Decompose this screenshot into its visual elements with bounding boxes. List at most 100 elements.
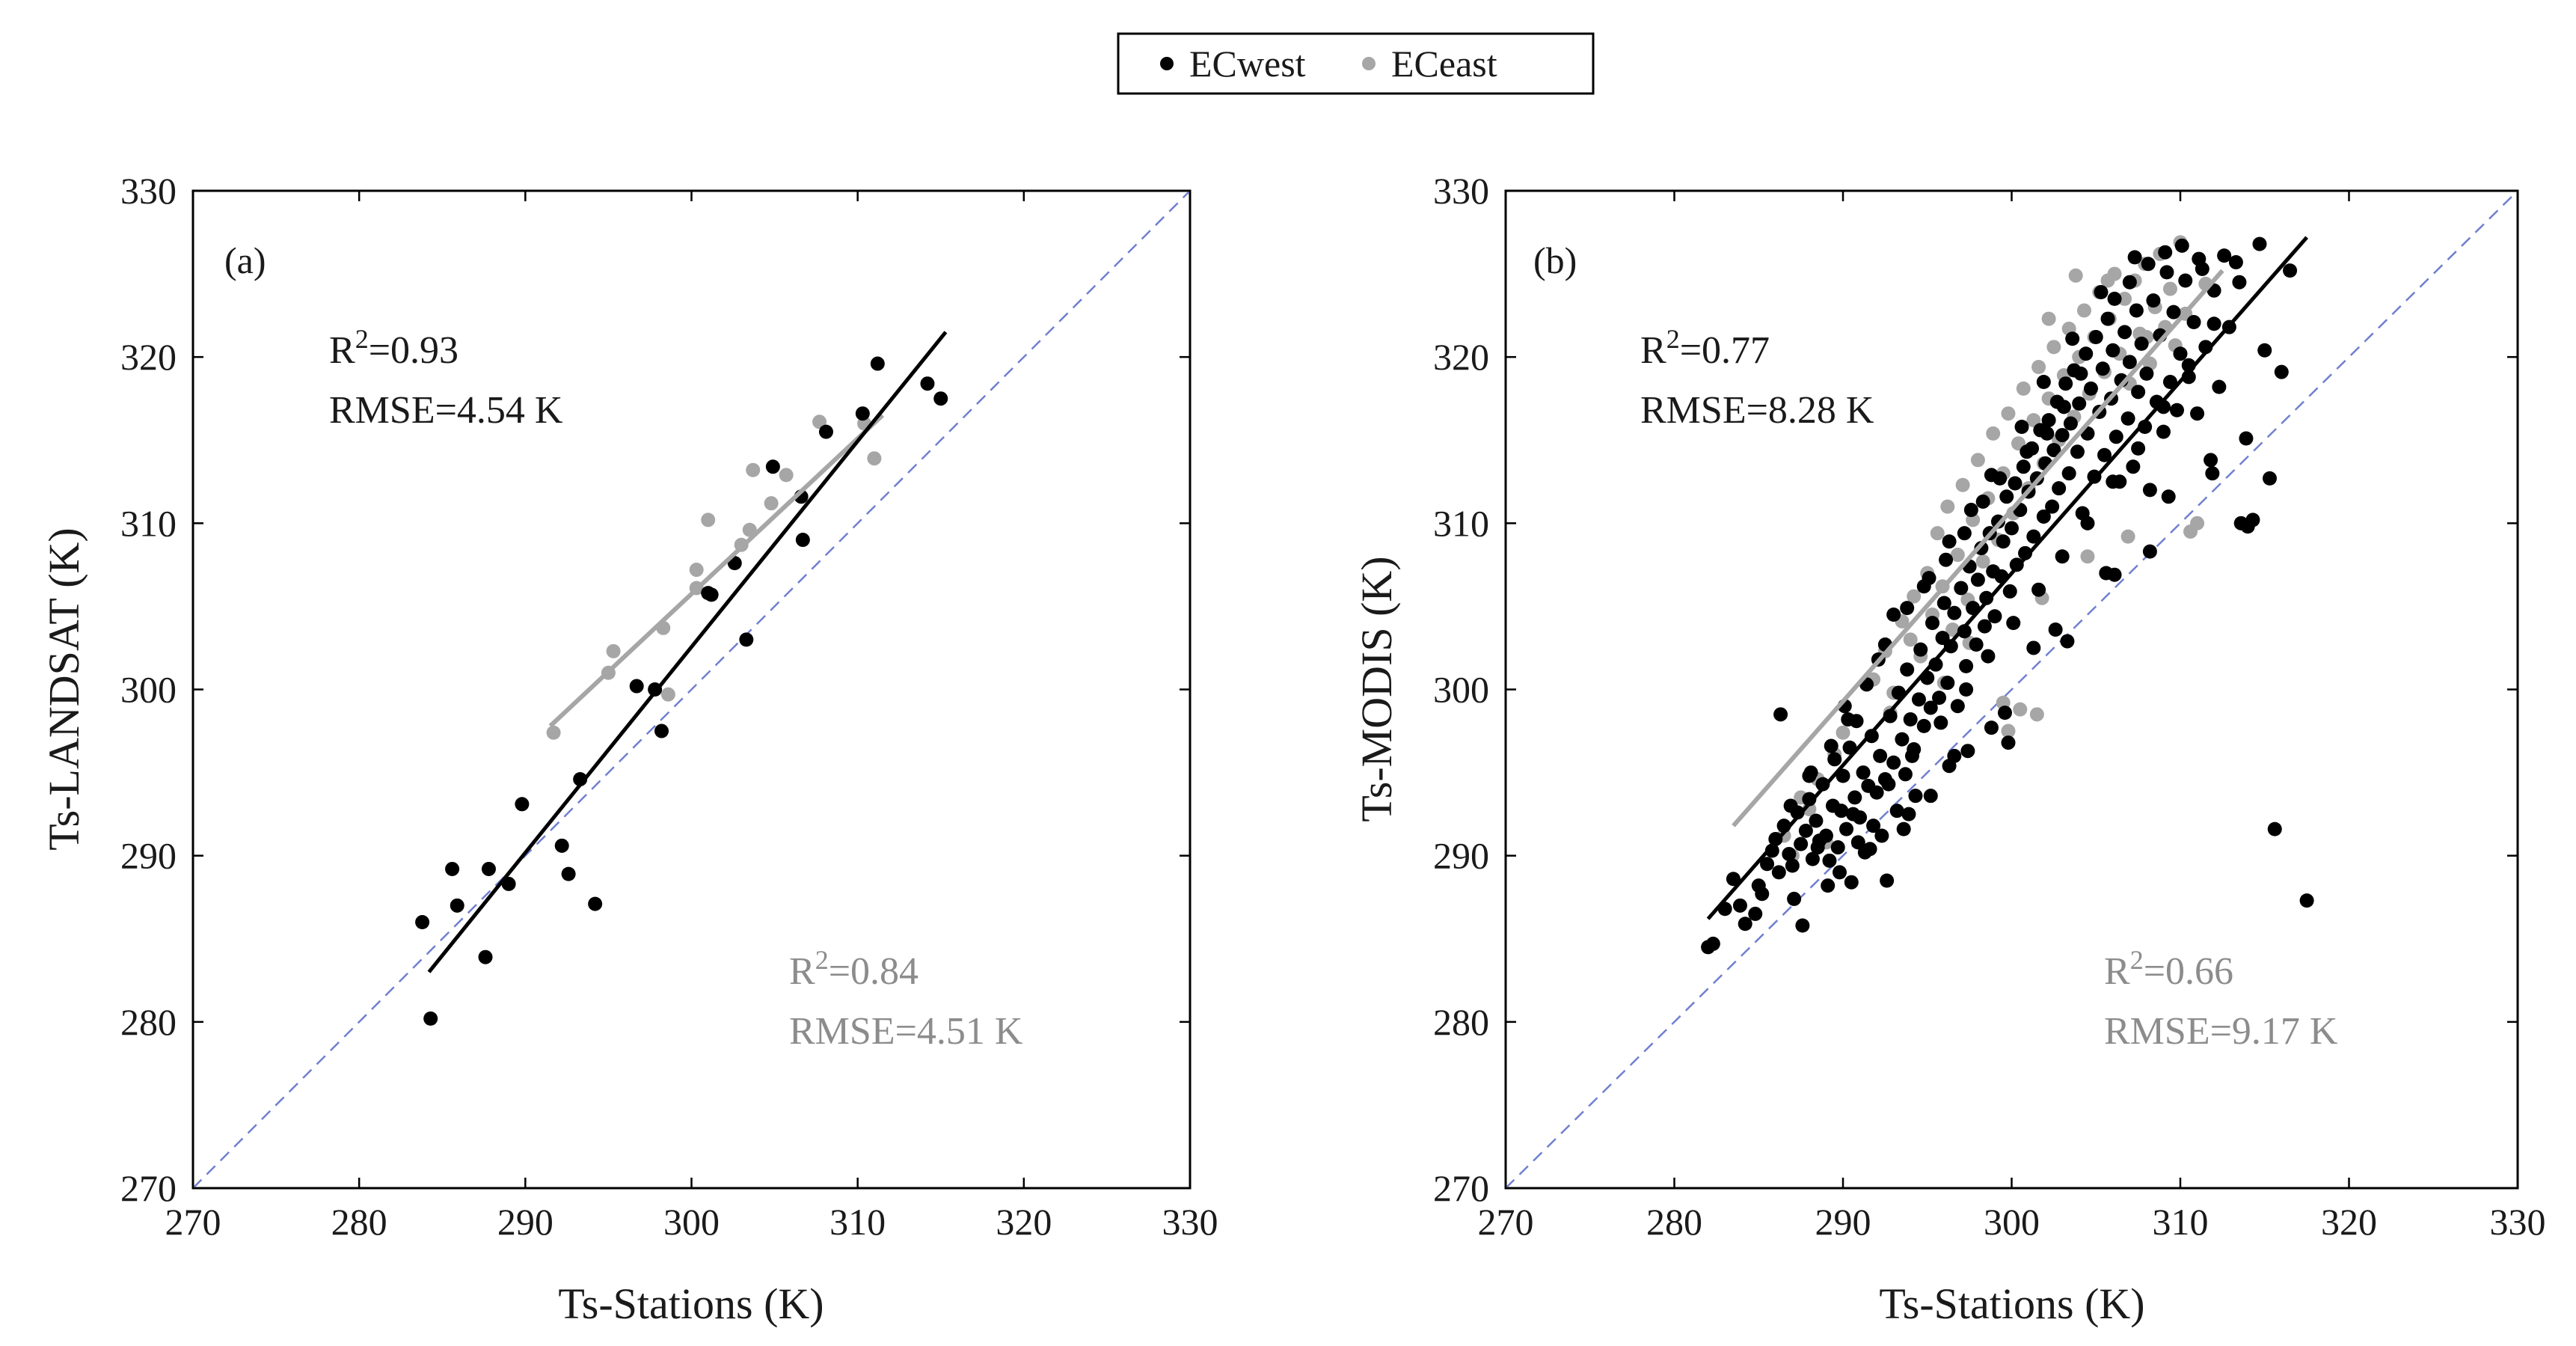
ECeast-point	[2031, 359, 2046, 374]
legend-marker-eceast	[1362, 57, 1376, 70]
ECwest-point	[1923, 700, 1938, 715]
ECwest-point	[2129, 303, 2144, 318]
ECwest-point	[920, 376, 935, 391]
y-tick-label: 270	[120, 1167, 177, 1209]
ECwest-point	[1783, 798, 1798, 813]
ECwest-point	[445, 861, 460, 876]
panel-label: (a)	[224, 239, 266, 281]
ECwest-point	[1911, 692, 1926, 707]
ECwest-point	[1925, 616, 1940, 631]
ECeast-point	[2190, 516, 2205, 530]
ECwest-point	[2166, 305, 2181, 319]
ECwest-point	[2107, 291, 2122, 306]
ECwest-points	[415, 356, 948, 1026]
ECwest-point	[2158, 245, 2173, 260]
ECwest-point	[1841, 712, 1856, 726]
ECwest-point	[1898, 767, 1913, 782]
ECwest-point	[2267, 822, 2282, 836]
ECwest-point	[1957, 526, 1972, 541]
y-tick-label: 280	[120, 1001, 177, 1043]
ECwest-point	[1900, 662, 1915, 677]
ECwest-point	[1940, 676, 1955, 691]
x-tick-label: 290	[497, 1201, 553, 1243]
ECwest-point	[2099, 566, 2114, 581]
ECwest-point	[2106, 343, 2120, 358]
ECwest-point	[2217, 248, 2232, 263]
ECwest-point	[2070, 444, 2085, 459]
ECeast-point	[2076, 303, 2091, 318]
ECwest-point	[2126, 459, 2141, 474]
ECwest-point	[2031, 582, 2046, 597]
ECwest-point	[1771, 865, 1786, 880]
ECwest-point	[1963, 503, 1978, 518]
ECeast-point	[746, 462, 761, 477]
ECwest-point	[1960, 744, 1975, 759]
x-tick-label: 270	[1478, 1201, 1534, 1243]
ECwest-point	[423, 1011, 438, 1026]
ECeast-point	[2041, 311, 2056, 326]
x-tick-label: 270	[165, 1201, 221, 1243]
ECwest-point	[1798, 823, 1813, 838]
ECwest-point	[818, 424, 833, 439]
tick-marks	[1504, 189, 2519, 1190]
y-tick-label: 300	[120, 669, 177, 711]
rmse-text: RMSE=4.54 K	[329, 389, 563, 432]
legend-label-eceast: ECeast	[1391, 43, 1497, 85]
ECwest-point	[1846, 807, 1861, 822]
ECeast-point	[701, 513, 716, 527]
ECwest-point	[2060, 634, 2075, 649]
y-tick-label: 280	[1433, 1001, 1489, 1043]
r2-text: R2=0.77	[1640, 324, 1770, 372]
rmse-text: RMSE=8.28 K	[1640, 389, 1874, 432]
r2-text: R2=0.93	[329, 324, 459, 372]
ECwest-point	[1864, 729, 1879, 744]
ECwest-point	[2122, 275, 2137, 290]
y-tick-label: 290	[120, 835, 177, 877]
ECwest-point	[1947, 605, 1962, 620]
ECeast-point	[2046, 340, 2061, 355]
ECwest-point	[1844, 875, 1859, 890]
x-axis-label: Ts-Stations (K)	[558, 1279, 824, 1328]
r2-superscript: 2	[2130, 945, 2144, 975]
legend-marker-ecwest	[1160, 57, 1174, 70]
ECwest-point	[2257, 343, 2272, 358]
ECwest-point	[1947, 748, 1962, 763]
ECwest-point	[1979, 590, 1994, 605]
ECwest-point	[2299, 893, 2314, 908]
ECwest-point	[1932, 691, 1947, 706]
ECwest-point	[1874, 828, 1889, 843]
ECwest-point	[1795, 918, 1810, 933]
ECwest-point	[1969, 637, 1984, 652]
ECwest-point	[1896, 822, 1911, 836]
ECwest-point	[1847, 790, 1862, 805]
y-tick-label: 310	[120, 502, 177, 544]
panel-b-modis: 270 280 290 300 310 320 330 270 280 290 …	[1352, 170, 2546, 1328]
ECwest-point	[1748, 906, 1763, 921]
ECwest-point	[1873, 748, 1888, 763]
ECwest-point	[2058, 376, 2073, 391]
ECwest-point	[2026, 529, 2041, 544]
ECwest-point	[1787, 891, 1802, 906]
r2-symbol: R	[329, 329, 355, 372]
ECeast-point	[1975, 554, 1990, 569]
ECwest-point	[1802, 768, 1817, 783]
x-tick-label: 300	[1984, 1201, 2040, 1243]
ECwest-point	[2283, 263, 2298, 278]
ECeast-point	[660, 687, 675, 702]
ECwest-point	[2228, 255, 2243, 270]
ECwest-point	[2072, 396, 2087, 411]
ECwest-point	[1997, 706, 2012, 721]
y-tick-label: 330	[1433, 170, 1489, 212]
ECwest-point	[1901, 807, 1916, 822]
y-axis-label: Ts-MODIS (K)	[1352, 556, 1401, 822]
ECwest-point	[1886, 608, 1901, 622]
ECwest-point	[1916, 718, 1931, 733]
identity-line	[1505, 190, 2518, 1189]
y-tick-label: 320	[1433, 336, 1489, 378]
ECwest-point	[2045, 499, 2060, 514]
ECwest-point	[1950, 699, 1965, 714]
ECwest-point	[2008, 476, 2023, 491]
ECwest-point	[1815, 777, 1830, 792]
legend: ECwest ECeast	[1117, 32, 1595, 95]
